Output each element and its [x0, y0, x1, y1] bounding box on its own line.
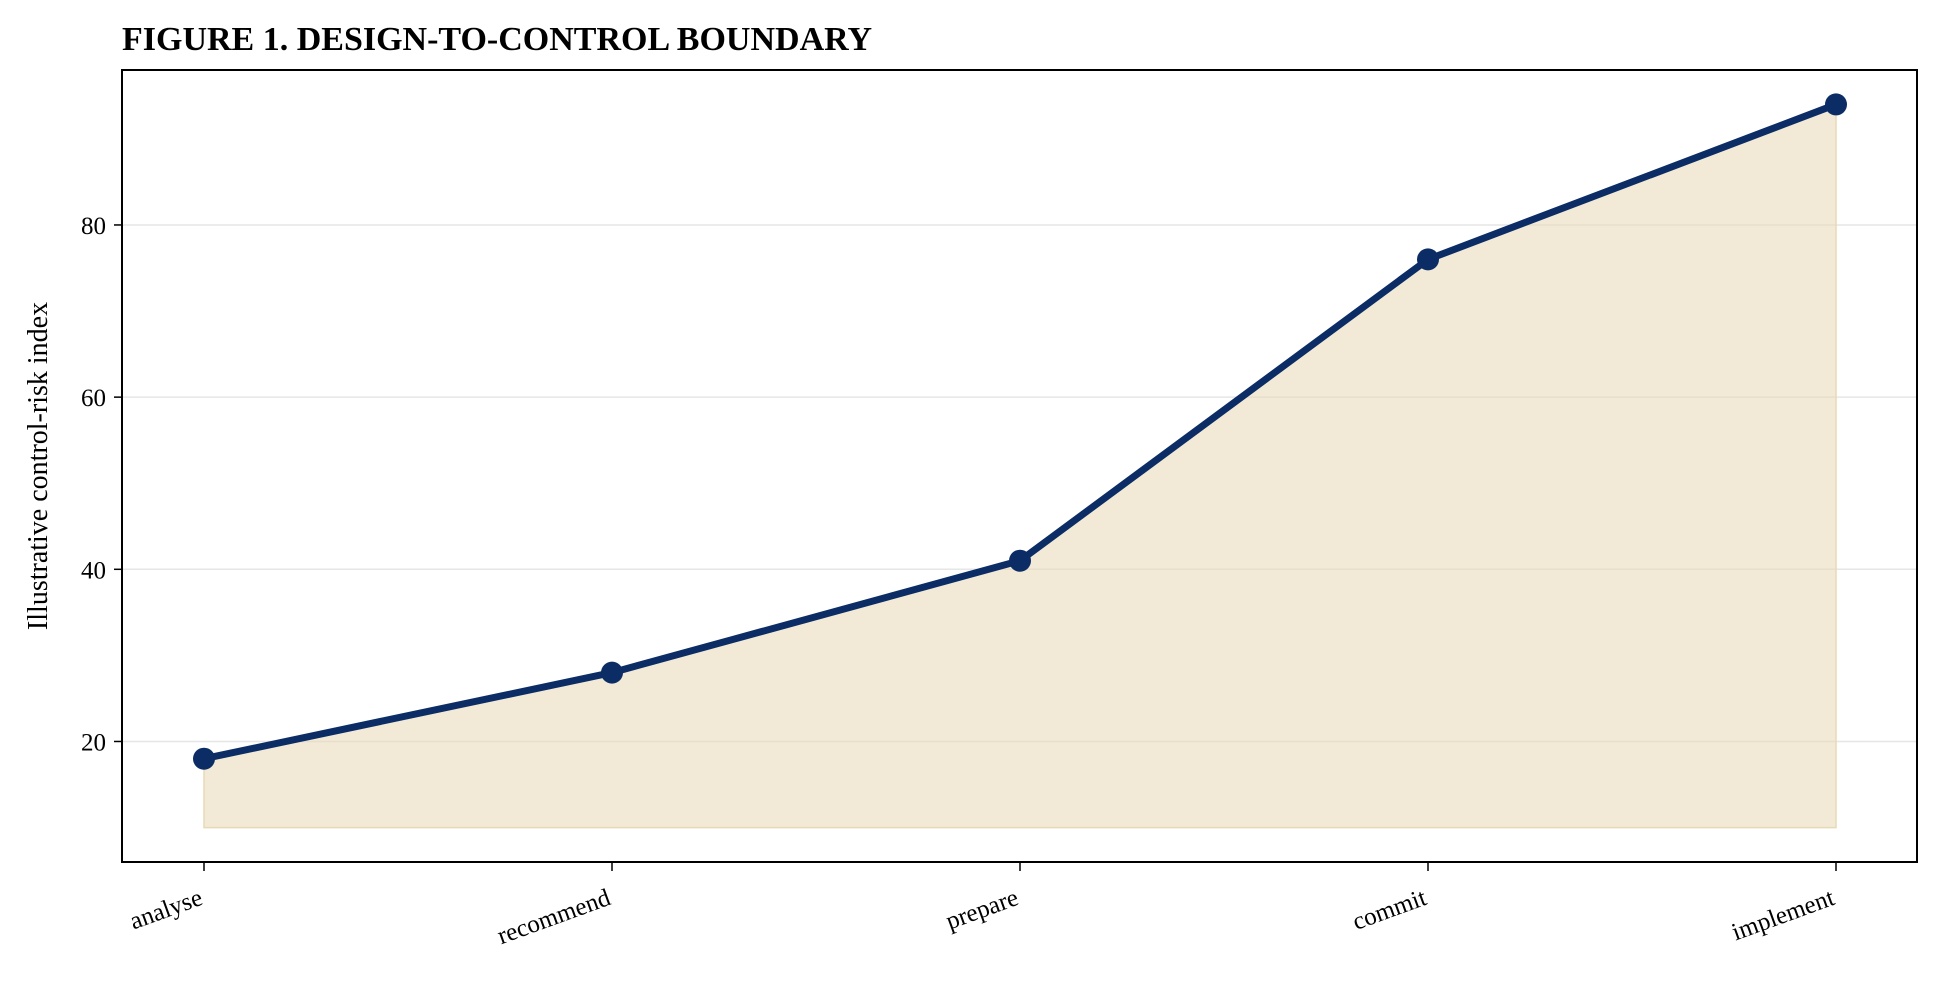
x-tick-label-prepare: prepare: [942, 884, 1022, 935]
x-tick-label-implement: implement: [1728, 884, 1838, 946]
data-point-commit: [1417, 248, 1439, 271]
area-fill: [203, 103, 1837, 829]
data-markers: [193, 93, 1847, 770]
y-axis-ticks: 20 40 60 80: [81, 213, 122, 756]
y-tick-label: 80: [81, 213, 106, 240]
x-tick-label-recommend: recommend: [494, 884, 615, 950]
data-point-implement: [1825, 93, 1847, 116]
data-point-analyse: [193, 747, 215, 770]
data-point-prepare: [1009, 549, 1031, 572]
y-tick-label: 20: [81, 729, 106, 756]
y-axis-label: Illustrative control-risk index: [23, 302, 54, 630]
x-axis-ticks: analyse recommend prepare commit implement: [126, 862, 1838, 950]
y-tick-label: 40: [81, 557, 106, 584]
x-tick-label-analyse: analyse: [126, 884, 206, 935]
chart-title: FIGURE 1. DESIGN-TO-CONTROL BOUNDARY: [122, 21, 872, 58]
data-point-recommend: [601, 661, 623, 684]
y-tick-label: 60: [81, 385, 106, 412]
x-tick-label-commit: commit: [1349, 884, 1430, 936]
